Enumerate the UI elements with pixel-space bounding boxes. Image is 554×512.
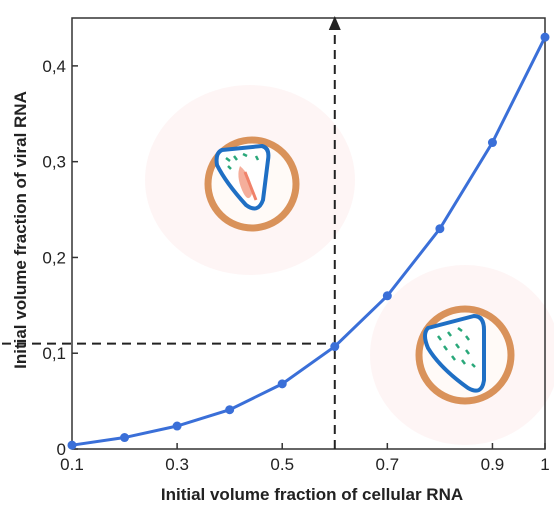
x-tick-label: 0.9 [481,455,505,474]
y-tick-label: 0,4 [42,57,66,76]
x-tick-label: 0.7 [376,455,400,474]
x-axis-label: Initial volume fraction of cellular RNA [161,485,463,504]
series-line [71,36,547,447]
cell-with-cellular-rna-icon [204,136,300,232]
data-point [540,32,550,42]
data-point [120,433,130,443]
x-tick-label: 0.3 [165,455,189,474]
y-tick-label: 0,1 [42,344,66,363]
data-point [487,138,497,148]
data-point [277,379,287,389]
data-point [382,291,392,301]
arrow-up-icon [328,16,341,30]
y-tick-label: 0,2 [42,248,66,267]
data-point [435,224,445,234]
x-axis-ticks: 0.1 0.3 0.5 0.7 0.9 1 [60,443,550,474]
data-point [172,421,182,431]
data-point [67,440,77,450]
x-tick-label: 0.5 [270,455,294,474]
plot-frame [71,17,546,450]
y-tick-label: 0,3 [42,153,66,172]
data-point [225,405,235,415]
x-tick-label: 1 [540,455,549,474]
x-tick-label: 0.1 [60,455,84,474]
data-point [330,342,340,352]
data-points [67,32,550,450]
cell-with-viral-rna-icon [415,305,515,405]
y-tick-label: 0 [57,440,66,459]
y-axis-label: Initial volume fraction of viral RNA [11,91,30,369]
